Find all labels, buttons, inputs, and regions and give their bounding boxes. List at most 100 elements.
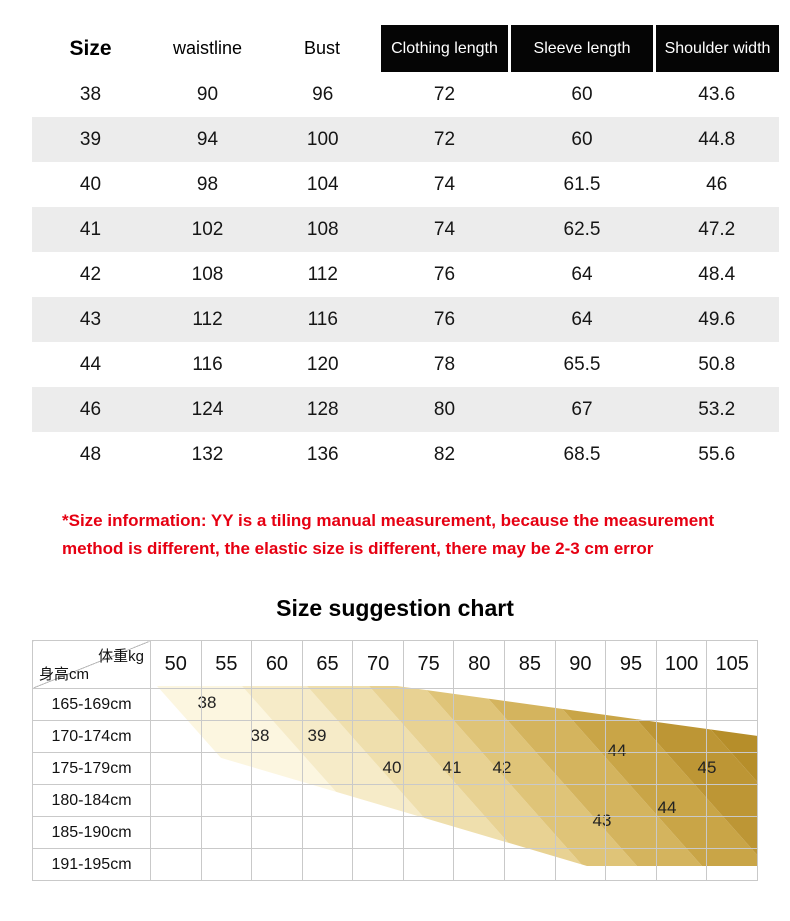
table-row: 43 112 116 76 64 49.6 — [32, 297, 779, 342]
size-cell: 48 — [79, 443, 102, 465]
size-cell: 78 — [433, 353, 456, 375]
grid-cell — [352, 784, 404, 818]
size-cell: 50.8 — [698, 353, 736, 375]
suggestion-chart-title: Size suggestion chart — [276, 595, 514, 622]
size-cell: 82 — [433, 443, 456, 465]
grid-cell — [402, 816, 455, 850]
height-label-cell: 170-174cm — [32, 720, 151, 754]
size-table-header-cell: Size — [32, 25, 149, 72]
grid-cell — [150, 688, 202, 722]
size-cell: 132 — [191, 443, 224, 465]
weight-axis-label: 体重kg — [98, 648, 144, 666]
size-cell: 38 — [79, 83, 102, 105]
grid-cell — [352, 752, 404, 786]
grid-cell — [554, 848, 607, 882]
weight-header-cell: 60 — [251, 640, 303, 690]
grid-cell — [402, 688, 455, 722]
size-cell: 112 — [307, 263, 338, 285]
grid-cell — [706, 752, 758, 786]
size-cell: 128 — [306, 398, 339, 420]
height-label-cell: 175-179cm — [32, 752, 151, 786]
size-cell: 112 — [192, 308, 223, 330]
grid-cell — [251, 784, 303, 818]
grid-cell — [504, 816, 556, 850]
size-cell: 96 — [312, 83, 334, 105]
grid-cell — [251, 848, 303, 882]
grid-cell — [706, 816, 758, 850]
size-cell: 43 — [79, 308, 102, 330]
size-cell: 94 — [196, 128, 219, 150]
table-row: 46 124 128 80 67 53.2 — [32, 387, 779, 432]
grid-cell — [301, 752, 354, 786]
grid-cell — [150, 720, 202, 754]
grid-cell — [655, 816, 708, 850]
grid-cell — [200, 816, 253, 850]
suggestion-header-row: 体重kg 身高cm 50 55 60 65 70 75 80 85 90 95 100 105 — [32, 640, 758, 690]
grid-cell — [352, 816, 404, 850]
grid-cell — [554, 816, 607, 850]
weight-header-cell: 75 — [402, 640, 455, 690]
size-cell: 67 — [571, 398, 593, 420]
size-note: *Size information: YY is a tiling manual… — [62, 511, 715, 559]
size-cell: 90 — [196, 83, 219, 105]
grid-cell — [605, 816, 657, 850]
grid-cell — [706, 720, 758, 754]
size-table-header-cell: Sleeve length — [508, 25, 655, 72]
size-cell: 116 — [307, 308, 338, 330]
table-row: 38 90 96 72 60 43.6 — [32, 72, 779, 117]
grid-cell — [251, 720, 303, 754]
grid-cell — [504, 784, 556, 818]
table-row: 44 116 120 78 65.5 50.8 — [32, 342, 779, 387]
grid-cell — [655, 720, 708, 754]
suggestion-row: 191-195cm — [32, 848, 758, 882]
size-cell: 47.2 — [698, 218, 736, 240]
grid-cell — [352, 688, 404, 722]
size-cell: 116 — [192, 353, 223, 375]
suggestion-header: 体重kg 身高cm 50 55 60 65 70 75 80 85 90 95 100 105 — [32, 640, 758, 690]
size-table-header-cell: waistline — [149, 25, 266, 72]
weight-header-cell: 85 — [504, 640, 556, 690]
size-cell: 108 — [191, 263, 224, 285]
weight-header-cell: 50 — [150, 640, 202, 690]
size-cell: 39 — [79, 128, 102, 150]
grid-cell — [453, 720, 506, 754]
size-cell: 136 — [306, 443, 339, 465]
grid-cell — [453, 848, 506, 882]
size-cell: 46 — [79, 398, 102, 420]
grid-cell — [301, 688, 354, 722]
weight-header-cell: 90 — [554, 640, 607, 690]
size-cell: 55.6 — [698, 443, 736, 465]
grid-cell — [504, 848, 556, 882]
size-cell: 74 — [433, 218, 456, 240]
size-table-header-cell: Shoulder width — [653, 25, 779, 72]
grid-cell — [655, 848, 708, 882]
height-axis-label: 身高cm — [39, 666, 89, 684]
table-row: 39 94 100 72 60 44.8 — [32, 117, 779, 162]
size-cell: 44.8 — [698, 128, 736, 150]
grid-cell — [504, 752, 556, 786]
grid-cell — [605, 848, 657, 882]
grid-cell — [706, 848, 758, 882]
grid-cell — [150, 816, 202, 850]
grid-cell — [251, 752, 303, 786]
grid-cell — [200, 688, 253, 722]
grid-cell — [402, 784, 455, 818]
weight-header-cell: 80 — [453, 640, 506, 690]
size-cell: 60 — [571, 83, 593, 105]
size-cell: 124 — [191, 398, 224, 420]
grid-cell — [605, 784, 657, 818]
grid-cell — [352, 720, 404, 754]
size-cell: 46 — [706, 173, 728, 195]
suggestion-body: 165-169cm 170-174cm 175-179cm 180-184cm 185-… — [32, 688, 758, 882]
size-cell: 53.2 — [698, 398, 736, 420]
size-cell: 72 — [433, 128, 456, 150]
size-table-header-row: Size waistline Bust Clothing length Sleeve l… — [32, 25, 779, 72]
weight-header-cell: 55 — [200, 640, 253, 690]
weight-header-cell: 100 — [655, 640, 708, 690]
suggestion-row: 185-190cm — [32, 816, 758, 850]
size-cell: 120 — [306, 353, 339, 375]
size-cell: 64 — [571, 263, 593, 285]
weight-header-cell: 105 — [706, 640, 758, 690]
grid-cell — [554, 720, 607, 754]
size-cell: 100 — [306, 128, 339, 150]
